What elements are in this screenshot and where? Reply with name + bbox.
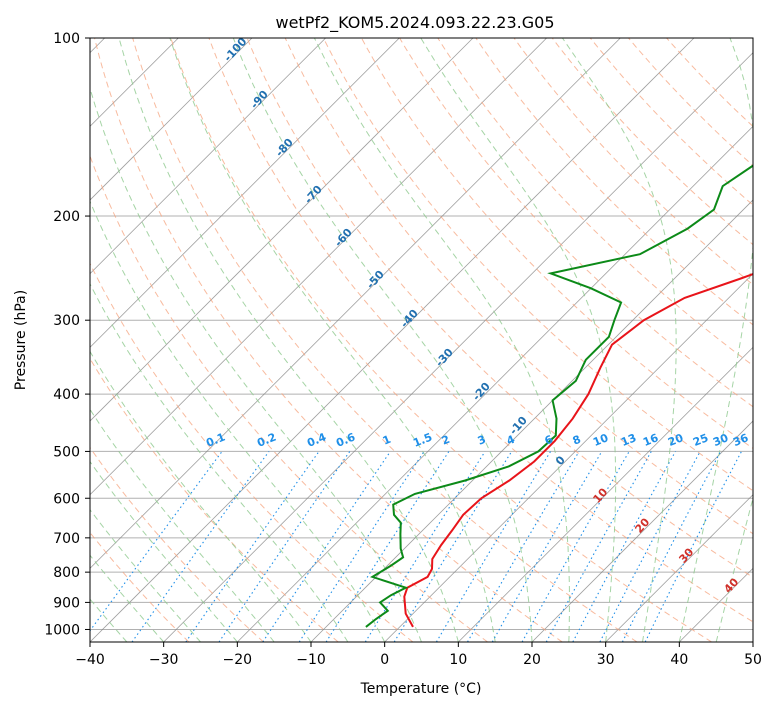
- mixing-ratio-label: 20: [666, 431, 685, 449]
- x-tick-label: 0: [380, 652, 389, 668]
- isotherm: [0, 38, 252, 642]
- dry-adiabat: [171, 38, 712, 642]
- x-axis-title: Temperature (°C): [360, 681, 482, 697]
- y-tick-label: 400: [53, 387, 80, 403]
- dry-adiabat-label: -80: [273, 136, 296, 160]
- dry-adiabat: [133, 38, 637, 642]
- dry-adiabat: [0, 38, 338, 642]
- plot-frame: [90, 38, 753, 642]
- chart-title: wetPf2_KOM5.2024.093.22.23.G05: [275, 13, 554, 33]
- mixing-ratio-label: 1: [381, 433, 393, 448]
- isotherm: [164, 38, 768, 642]
- isotherm: [90, 38, 694, 642]
- mixing-ratio-line: [394, 451, 512, 642]
- dry-adiabat-label: -60: [332, 226, 355, 250]
- x-tick-label: 30: [597, 652, 615, 668]
- x-tick-label: −40: [75, 652, 105, 668]
- moist-adiabat: [314, 38, 569, 642]
- x-tick-label: −10: [296, 652, 326, 668]
- moist-adiabat-label: 30: [676, 545, 696, 565]
- moist-adiabat-label: 20: [632, 515, 652, 535]
- dry-adiabat: [56, 38, 487, 642]
- dry-adiabat: [552, 38, 775, 642]
- moist-adiabat: [0, 38, 274, 642]
- y-tick-label: 500: [53, 444, 80, 460]
- moist-adiabat: [0, 38, 200, 642]
- mixing-ratio-label: 10: [591, 431, 610, 449]
- moist-adiabat: [119, 38, 458, 642]
- isotherm: [0, 38, 547, 642]
- plot-area: [0, 38, 775, 642]
- mixing-ratio-label: 2: [440, 433, 452, 448]
- dry-adiabat-label: -30: [433, 346, 456, 370]
- x-tick-label: −20: [223, 652, 253, 668]
- isotherm: [16, 38, 620, 642]
- dry-adiabat-label: -50: [364, 268, 387, 292]
- dry-adiabat-label: -20: [470, 380, 493, 404]
- mixing-ratio-label: 0.4: [305, 430, 328, 449]
- mixing-ratio-line: [546, 451, 651, 642]
- mixing-ratio-label: 0.1: [204, 430, 227, 449]
- moist-adiabat-label: 40: [721, 575, 741, 595]
- dry-adiabat: [18, 38, 413, 642]
- y-tick-label: 800: [53, 565, 80, 581]
- mixing-ratio-line: [132, 451, 269, 642]
- y-tick-label: 300: [53, 313, 80, 329]
- dry-adiabat-label: 0: [553, 453, 568, 468]
- moist-adiabat: [0, 38, 237, 642]
- y-tick-label: 900: [53, 595, 80, 611]
- y-axis-title: Pressure (hPa): [13, 290, 29, 390]
- y-tick-label: 200: [53, 209, 80, 225]
- mixing-ratio-label: 36: [731, 431, 750, 449]
- dry-adiabat-label: -90: [248, 88, 271, 112]
- dry-adiabat-label: -100: [221, 35, 249, 64]
- mixing-ratio-label: 16: [641, 431, 660, 449]
- moist-adiabat: [0, 38, 311, 642]
- mixing-ratio-line: [645, 451, 741, 642]
- y-tick-label: 700: [53, 531, 80, 547]
- mixing-ratio-label: 8: [571, 433, 583, 448]
- y-tick-label: 600: [53, 491, 80, 507]
- x-tick-label: 10: [449, 652, 467, 668]
- moist-adiabat: [170, 38, 495, 642]
- mixing-ratio-label: 1.5: [411, 430, 434, 449]
- dry-adiabat: [514, 38, 775, 642]
- mixing-ratio-line: [326, 451, 449, 642]
- moist-adiabat: [753, 38, 775, 642]
- mixing-ratio-label: 13: [619, 431, 638, 449]
- mixing-ratio-line: [219, 451, 350, 642]
- isotherm: [679, 38, 775, 642]
- x-tick-label: 40: [670, 652, 688, 668]
- isotherm: [753, 38, 775, 642]
- dry-adiabat-label: -70: [302, 183, 325, 207]
- moist-adiabat: [12, 38, 348, 642]
- mixing-ratio-line: [468, 451, 580, 642]
- x-tick-label: 50: [744, 652, 762, 668]
- y-tick-label: 1000: [44, 622, 80, 638]
- mixing-ratio-label: 25: [691, 431, 710, 449]
- mixing-ratio-line: [263, 451, 391, 642]
- y-tick-label: 100: [53, 31, 80, 47]
- moist-adiabat: [716, 38, 775, 642]
- mixing-ratio-label: 3: [476, 433, 488, 448]
- x-tick-label: 20: [523, 652, 541, 668]
- dry-adiabat: [0, 38, 264, 642]
- temperature-line: [404, 38, 775, 627]
- isotherm: [385, 38, 775, 642]
- isotherm: [0, 38, 326, 642]
- x-tick-label: −30: [149, 652, 179, 668]
- dry-adiabat-label: -40: [398, 307, 421, 331]
- mixing-ratio-line: [573, 451, 676, 642]
